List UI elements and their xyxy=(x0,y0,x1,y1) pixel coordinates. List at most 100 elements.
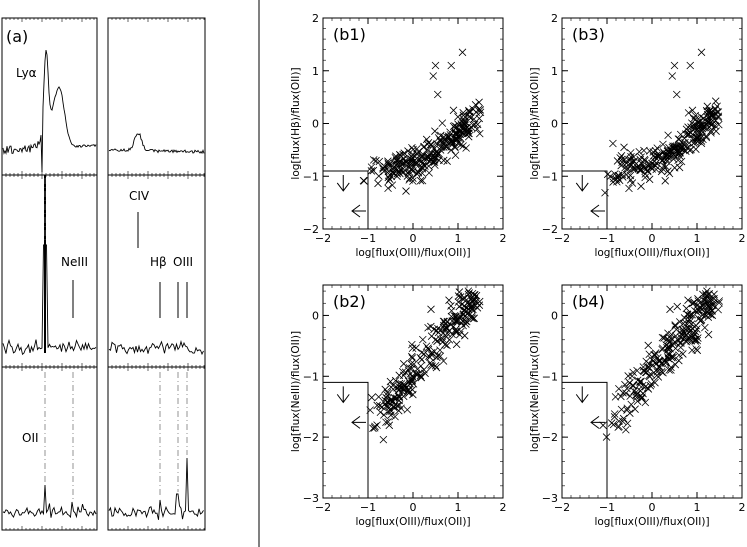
scatter-point xyxy=(454,298,463,306)
scatter-point xyxy=(367,163,376,171)
scatter-point xyxy=(417,348,426,357)
scatter-point xyxy=(673,302,682,311)
x-axis-label: log[flux(OIII)/flux(OII)] xyxy=(355,247,470,259)
scatter-point xyxy=(374,179,382,188)
scatter-point xyxy=(610,174,618,183)
scatter-point xyxy=(459,321,467,330)
scatter-point xyxy=(407,166,416,174)
scatter-point xyxy=(684,296,692,304)
scatter-panel-b2: −2 −1 0 1 2−3−2−10log[flux(OIII)/flux(OII)]l… xyxy=(290,284,507,528)
scatter-point xyxy=(711,97,720,105)
scatter-point xyxy=(388,181,397,189)
scatter-point xyxy=(610,410,619,418)
scatter-point xyxy=(427,322,435,331)
scatter-point xyxy=(423,140,432,148)
scatter-point xyxy=(659,162,668,170)
scatter-point xyxy=(619,414,628,423)
scatter-point xyxy=(639,160,647,169)
scatter-point xyxy=(375,172,383,180)
scatter-point xyxy=(429,72,438,80)
scatter-point xyxy=(391,412,399,421)
scatter-point xyxy=(449,106,458,115)
scatter-point xyxy=(471,101,480,109)
scatter-point xyxy=(373,421,381,429)
scatter-point xyxy=(688,346,696,355)
scatter-point xyxy=(707,112,716,120)
scatter-point xyxy=(715,299,723,307)
scatter-point xyxy=(669,339,678,347)
scatter-point xyxy=(412,344,420,352)
scatter-point xyxy=(390,403,398,412)
scatter-point xyxy=(473,120,482,129)
y-axis-label: log[flux(Hβ)/flux(OII)] xyxy=(529,67,541,179)
scatter-point xyxy=(446,128,454,136)
scatter-point xyxy=(644,341,653,350)
x-tick-label: −1 xyxy=(599,501,615,514)
scatter-point xyxy=(402,158,411,166)
scatter-point xyxy=(655,362,664,371)
scatter-point xyxy=(462,296,471,304)
detection-limit-box xyxy=(562,170,608,229)
scatter-point xyxy=(609,139,617,148)
scatter-point xyxy=(622,170,631,179)
scatter-point xyxy=(675,152,684,160)
scatter-point xyxy=(676,149,684,157)
scatter-point xyxy=(601,188,609,197)
scatter-point xyxy=(384,161,393,169)
scatter-point xyxy=(645,159,653,168)
scatter-point xyxy=(453,317,462,326)
scatter-point xyxy=(433,352,442,360)
scatter-point xyxy=(452,123,461,131)
scatter-point xyxy=(671,332,680,340)
upper-limit-arrow xyxy=(336,386,350,404)
scatter-point xyxy=(460,331,469,340)
panel-a-spectra: (a) Lyα CIV NeIII Hβ OIII OII xyxy=(1,17,206,531)
scatter-point xyxy=(448,330,456,339)
scatter-point xyxy=(426,140,435,149)
scatter-point xyxy=(679,325,687,334)
scatter-point xyxy=(431,336,440,344)
scatter-point xyxy=(439,357,448,365)
scatter-point xyxy=(631,405,639,413)
scatter-point xyxy=(460,302,469,310)
line-label-oii: OII xyxy=(22,431,39,445)
scatter-point xyxy=(636,166,644,175)
scatter-point xyxy=(403,405,412,414)
y-tick-label: −2 xyxy=(303,223,319,236)
scatter-point xyxy=(659,140,667,149)
scatter-point xyxy=(405,174,414,183)
scatter-point xyxy=(644,385,653,393)
scatter-point xyxy=(701,323,709,332)
scatter-point xyxy=(389,381,397,390)
x-axis-label: log[flux(OIII)/flux(OII)] xyxy=(594,516,709,528)
scatter-point xyxy=(383,391,392,400)
scatter-point xyxy=(420,365,428,374)
scatter-point xyxy=(458,48,467,57)
scatter-point xyxy=(436,137,445,146)
scatter-point xyxy=(449,322,458,331)
y-tick-label: −1 xyxy=(303,370,319,383)
scatter-point xyxy=(408,364,416,373)
scatter-point xyxy=(424,344,432,352)
scatter-point xyxy=(635,378,644,386)
scatter-point xyxy=(414,369,423,378)
scatter-point xyxy=(453,129,462,138)
scatter-point xyxy=(451,151,460,160)
scatter-point xyxy=(373,401,381,410)
scatter-point xyxy=(447,306,456,315)
x-tick-label: −2 xyxy=(315,501,331,514)
scatter-point xyxy=(462,130,471,138)
x-tick-label: 0 xyxy=(649,501,656,514)
scatter-point xyxy=(431,61,440,70)
scatter-point xyxy=(427,305,435,314)
scatter-point xyxy=(414,148,423,156)
scatter-panel-b4: −2 −1 0 1 2−3−2−10log[flux(OIII)/flux(OII)]l… xyxy=(529,284,746,528)
scatter-point xyxy=(693,336,702,345)
scatter-point xyxy=(664,336,673,344)
scatter-point xyxy=(443,157,451,165)
scatter-point xyxy=(693,134,702,142)
scatter-point xyxy=(637,182,645,190)
scatter-point xyxy=(628,179,637,187)
scatter-point xyxy=(452,340,461,349)
scatter-point xyxy=(457,140,465,149)
